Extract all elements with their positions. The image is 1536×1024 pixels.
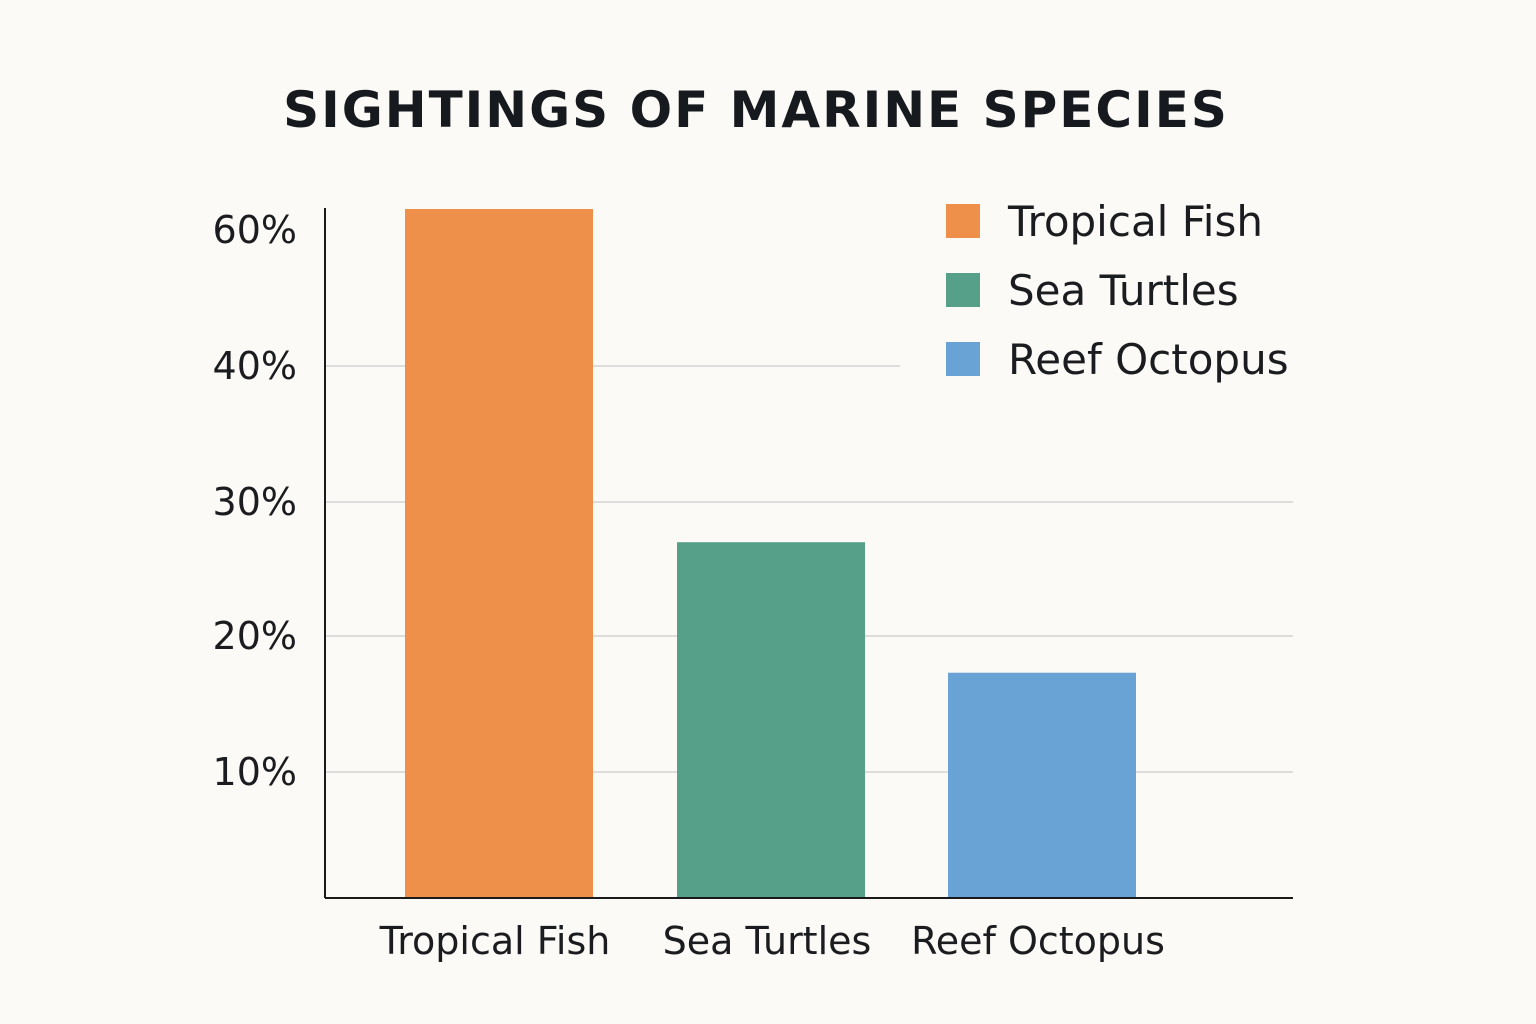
y-tick-label-60: 60% — [213, 208, 297, 252]
chart-title: SIGHTINGS OF MARINE SPECIES — [283, 81, 1229, 139]
y-tick-label-20: 20% — [213, 614, 297, 658]
x-tick-labels: Tropical Fish Sea Turtles Reef Octopus — [379, 919, 1165, 963]
bar-tropical-fish — [405, 209, 593, 898]
y-tick-label-10: 10% — [213, 750, 297, 794]
axes — [324, 208, 1293, 899]
legend-swatch-reef-octopus — [946, 342, 980, 376]
x-tick-label-sea-turtles: Sea Turtles — [663, 919, 872, 963]
x-tick-label-reef-octopus: Reef Octopus — [911, 919, 1165, 963]
legend-label-tropical-fish: Tropical Fish — [1007, 197, 1263, 246]
legend-swatch-tropical-fish — [946, 204, 980, 238]
y-tick-label-40: 40% — [213, 344, 297, 388]
bars — [405, 209, 1136, 898]
bar-sea-turtles — [677, 542, 865, 898]
x-tick-label-tropical-fish: Tropical Fish — [379, 919, 611, 963]
legend-label-reef-octopus: Reef Octopus — [1008, 335, 1289, 384]
bar-reef-octopus — [948, 672, 1136, 898]
legend-swatch-sea-turtles — [946, 273, 980, 307]
y-tick-label-30: 30% — [213, 480, 297, 524]
legend: Tropical Fish Sea Turtles Reef Octopus — [946, 197, 1289, 384]
y-tick-labels: 10% 20% 30% 40% 60% — [213, 208, 297, 794]
legend-label-sea-turtles: Sea Turtles — [1008, 266, 1239, 315]
